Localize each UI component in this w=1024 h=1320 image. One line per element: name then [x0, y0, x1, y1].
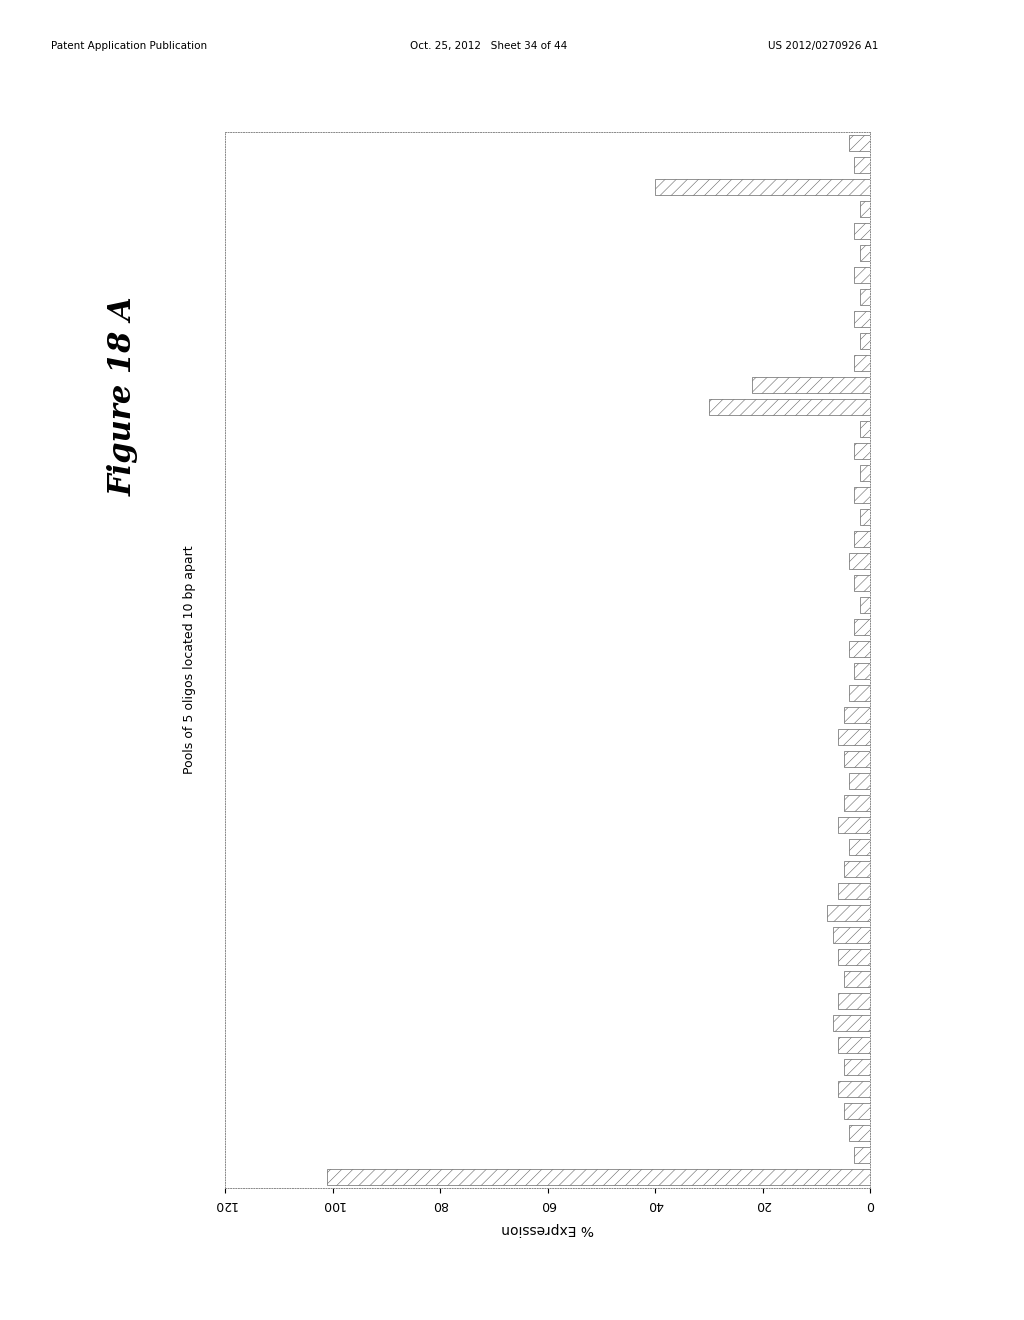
Bar: [838, 729, 870, 746]
Bar: [838, 949, 870, 965]
Bar: [854, 663, 870, 680]
Bar: [752, 376, 870, 393]
Bar: [844, 751, 870, 767]
Bar: [854, 267, 870, 284]
Bar: [827, 904, 870, 921]
Bar: [844, 1102, 870, 1119]
Bar: [849, 135, 870, 152]
Bar: [854, 442, 870, 459]
Bar: [328, 1168, 870, 1185]
Bar: [844, 706, 870, 723]
Bar: [854, 355, 870, 371]
Bar: [833, 927, 870, 944]
Bar: [860, 333, 870, 350]
Bar: [849, 1125, 870, 1142]
Bar: [844, 970, 870, 987]
Bar: [838, 883, 870, 899]
Bar: [860, 289, 870, 305]
Bar: [833, 1015, 870, 1031]
Bar: [860, 421, 870, 437]
Bar: [838, 993, 870, 1010]
Bar: [655, 178, 870, 195]
Bar: [860, 244, 870, 261]
Bar: [860, 201, 870, 218]
Bar: [844, 861, 870, 878]
Text: US 2012/0270926 A1: US 2012/0270926 A1: [768, 41, 879, 51]
Bar: [849, 640, 870, 657]
Bar: [849, 838, 870, 855]
Bar: [854, 619, 870, 635]
Bar: [854, 223, 870, 239]
Bar: [849, 685, 870, 701]
Bar: [854, 1147, 870, 1163]
Bar: [854, 574, 870, 591]
Text: Pools of 5 oligos located 10 bp apart: Pools of 5 oligos located 10 bp apart: [183, 545, 196, 775]
Text: Figure 18 A: Figure 18 A: [108, 296, 138, 496]
Bar: [849, 772, 870, 789]
Bar: [854, 487, 870, 503]
Text: Patent Application Publication: Patent Application Publication: [51, 41, 207, 51]
X-axis label: % Expression: % Expression: [502, 1222, 594, 1236]
Bar: [838, 817, 870, 833]
Bar: [854, 310, 870, 327]
Bar: [709, 399, 870, 416]
Bar: [860, 597, 870, 614]
Bar: [849, 553, 870, 569]
Bar: [860, 465, 870, 482]
Bar: [838, 1081, 870, 1097]
Bar: [844, 795, 870, 812]
Bar: [854, 157, 870, 173]
Bar: [854, 531, 870, 548]
Bar: [844, 1059, 870, 1076]
Bar: [860, 508, 870, 525]
Bar: [838, 1036, 870, 1053]
Text: Oct. 25, 2012   Sheet 34 of 44: Oct. 25, 2012 Sheet 34 of 44: [410, 41, 567, 51]
